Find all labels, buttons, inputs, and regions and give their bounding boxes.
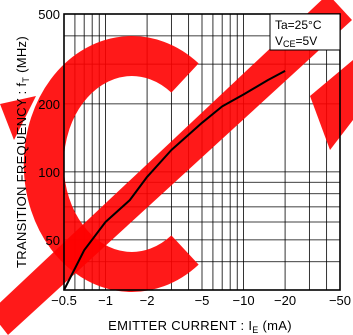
y-axis-title: TRANSITION FREQUENCY : fT (MHz): [14, 36, 31, 268]
y-tick-label: 200: [38, 97, 60, 112]
y-tick-label: 100: [38, 165, 60, 180]
y-axis-title-unit: (MHz): [14, 36, 29, 77]
x-tick-label: −0.5: [51, 293, 77, 308]
series-group: [63, 70, 286, 291]
y-tick-label: 50: [46, 233, 60, 248]
watermark-c-arc: [23, 36, 199, 292]
x-axis-title-main: EMITTER CURRENT : I: [108, 318, 252, 333]
y-tick-label: 500: [38, 7, 60, 22]
annotation-temperature: Ta=25°C: [275, 18, 322, 32]
series-line: [63, 70, 286, 291]
watermark-left-wedge: [0, 96, 36, 140]
y-axis-title-sub: T: [21, 77, 31, 83]
y-axis-title-main: TRANSITION FREQUENCY : f: [14, 83, 29, 268]
annotation-voltage: VCE=5V: [275, 34, 317, 49]
x-axis-title-sub: E: [252, 325, 258, 335]
x-tick-label: −10: [233, 293, 255, 308]
x-tick-label: −5: [195, 293, 210, 308]
annotation-voltage-sub: CE: [283, 39, 296, 49]
annotation-box: [269, 13, 341, 51]
x-tick-label: −50: [329, 293, 351, 308]
x-axis-title-unit: (mA): [259, 318, 292, 333]
tick-labels: −0.5 −1 −2 −5 −10 −20 −50 50 100 200 500: [38, 7, 351, 308]
plot-frame: [63, 13, 341, 291]
x-tick-label: −2: [140, 293, 155, 308]
annotation-voltage-main: V: [275, 34, 283, 48]
annotation-voltage-rest: =5V: [296, 34, 318, 48]
x-tick-label: −20: [274, 293, 296, 308]
condition-annotation: Ta=25°C VCE=5V: [269, 13, 341, 51]
watermark-right-wedge: [310, 60, 353, 150]
x-tick-label: −1: [98, 293, 113, 308]
x-axis-title: EMITTER CURRENT : IE (mA): [108, 318, 292, 335]
